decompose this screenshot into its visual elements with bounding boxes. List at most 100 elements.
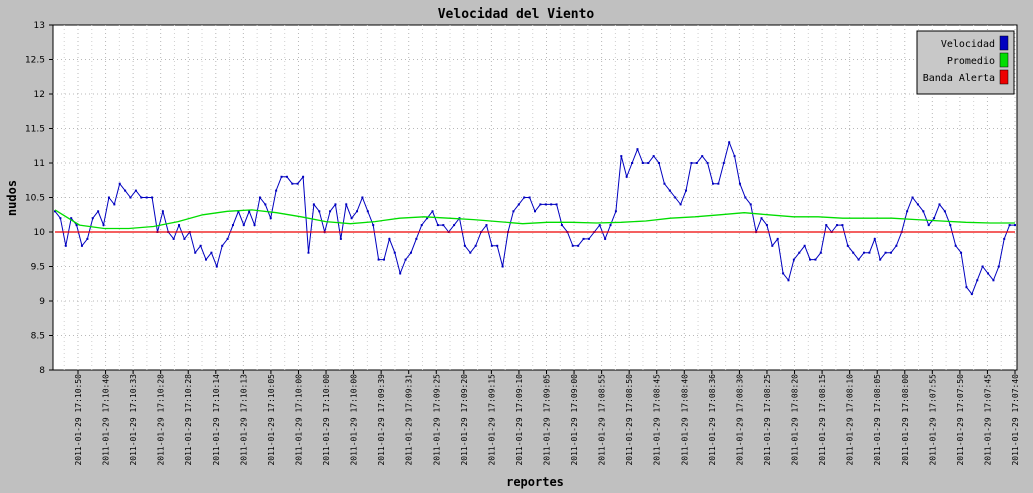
data-point: [938, 203, 941, 206]
data-point: [399, 272, 402, 275]
data-point: [59, 217, 62, 220]
data-point: [787, 279, 790, 282]
data-point: [426, 217, 429, 220]
data-point: [302, 175, 305, 178]
data-point: [97, 210, 100, 213]
data-point: [113, 203, 116, 206]
data-point: [248, 210, 251, 213]
data-point: [544, 203, 547, 206]
data-point: [598, 224, 601, 227]
data-point: [647, 162, 650, 164]
data-point: [183, 237, 186, 240]
data-point: [534, 210, 536, 213]
data-point: [199, 244, 202, 247]
y-axis-ticks: 8 8.5 9 9.5 10 10.5 11 11.5 12 12.5 13: [25, 21, 53, 376]
data-point: [490, 244, 493, 247]
data-point: [161, 210, 164, 213]
data-point: [210, 251, 213, 254]
data-point: [760, 217, 763, 220]
x-tick-label: 2011-01-29 17:09:25: [432, 374, 441, 466]
data-point: [792, 258, 795, 261]
y-tick-label: 9: [39, 297, 45, 307]
data-point: [916, 203, 919, 206]
data-point: [334, 203, 337, 206]
data-point: [701, 155, 704, 158]
data-point: [674, 196, 677, 199]
x-tick-label: 2011-01-29 17:07:40: [1011, 374, 1020, 466]
data-point: [70, 217, 73, 220]
x-tick-label: 2011-01-29 17:08:05: [873, 374, 882, 466]
x-axis-label: reportes: [506, 475, 564, 489]
data-point: [453, 224, 456, 227]
data-point: [269, 217, 272, 220]
data-point: [960, 251, 963, 254]
data-point: [690, 162, 693, 164]
x-tick-label: 2011-01-29 17:08:00: [901, 374, 910, 466]
data-point: [107, 196, 110, 199]
chart-title: Velocidad del Viento: [438, 7, 595, 22]
data-point: [231, 224, 234, 227]
data-point: [501, 265, 504, 268]
data-point: [641, 162, 644, 164]
x-tick-label: 2011-01-29 17:09:31: [405, 374, 414, 466]
x-tick-label: 2011-01-29 17:08:15: [818, 374, 827, 466]
x-tick-label: 2011-01-29 17:10:00: [294, 374, 303, 466]
data-point: [943, 210, 946, 213]
data-point: [485, 224, 488, 227]
y-tick-label: 10: [34, 228, 46, 238]
data-point: [145, 196, 148, 199]
data-point: [911, 196, 914, 199]
x-tick-label: 2011-01-29 17:10:33: [129, 374, 138, 466]
data-point: [609, 224, 612, 227]
data-point: [846, 244, 849, 247]
y-tick-label: 13: [34, 21, 45, 31]
x-tick-label: 2011-01-29 17:10:13: [239, 374, 248, 466]
x-tick-label: 2011-01-29 17:10:14: [212, 374, 221, 466]
data-point: [997, 265, 1000, 268]
data-point: [620, 155, 623, 158]
data-point: [706, 162, 709, 164]
data-point: [744, 196, 747, 199]
data-point: [528, 196, 531, 199]
x-tick-label: 2011-01-29 17:08:40: [680, 374, 689, 466]
data-point: [253, 224, 256, 227]
data-point: [636, 148, 639, 151]
data-point: [415, 237, 418, 240]
data-point: [178, 224, 181, 227]
x-tick-label: 2011-01-29 17:08:30: [735, 374, 744, 466]
data-point: [409, 251, 412, 254]
data-point: [463, 244, 466, 247]
x-tick-label: 2011-01-29 17:09:00: [570, 374, 579, 466]
data-point: [129, 196, 132, 199]
data-point: [604, 237, 607, 240]
data-point: [312, 203, 315, 206]
legend: Velocidad Promedio Banda Alerta: [916, 30, 1015, 95]
data-point: [879, 258, 882, 261]
x-tick-label: 2011-01-29 17:08:20: [791, 374, 800, 466]
data-point: [965, 286, 968, 289]
x-tick-label: 2011-01-29 17:10:50: [74, 374, 83, 466]
series-group: [54, 140, 1016, 296]
x-tick-label: 2011-01-29 17:10:00: [322, 374, 331, 466]
data-point: [356, 210, 359, 213]
data-point: [884, 251, 887, 254]
data-point: [738, 182, 741, 185]
data-point: [318, 210, 321, 213]
x-tick-label: 2011-01-29 17:08:25: [763, 374, 772, 466]
legend-label: Promedio: [947, 56, 995, 67]
data-point: [404, 258, 407, 261]
data-point: [798, 251, 801, 254]
x-tick-label: 2011-01-29 17:09:20: [460, 374, 469, 466]
data-point: [377, 258, 380, 261]
x-tick-label: 2011-01-29 17:09:39: [377, 374, 386, 466]
data-point: [728, 141, 731, 144]
data-point: [954, 244, 957, 247]
x-tick-label: 2011-01-29 17:10:40: [102, 374, 111, 466]
x-tick-label: 2011-01-29 17:10:00: [350, 374, 359, 466]
data-point: [749, 203, 752, 206]
data-point: [339, 237, 342, 240]
data-point: [469, 251, 472, 254]
data-point: [873, 237, 876, 240]
data-point: [539, 203, 542, 206]
data-point: [226, 237, 229, 240]
